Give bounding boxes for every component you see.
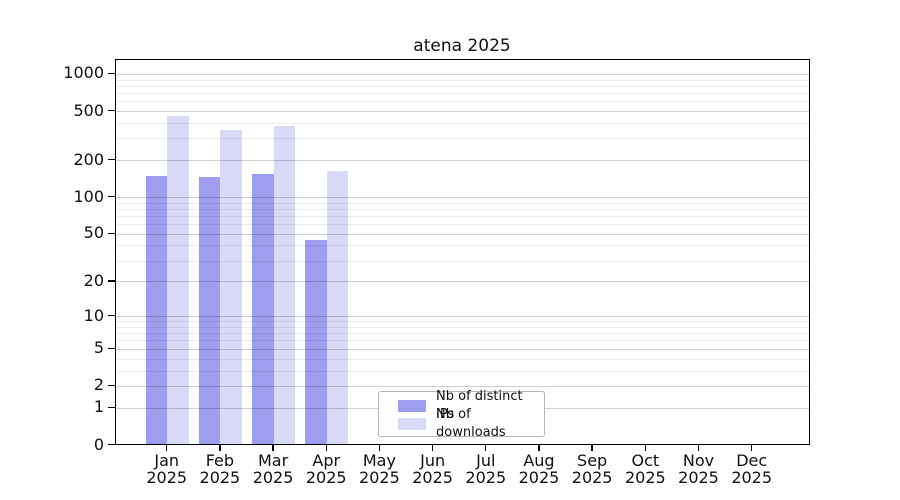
plot-area bbox=[114, 58, 810, 445]
legend-swatch-distinct-ips bbox=[398, 400, 426, 412]
gridline-minor bbox=[115, 79, 809, 81]
gridline-minor bbox=[115, 245, 809, 247]
x-axis-tick bbox=[325, 444, 327, 451]
gridline-minor bbox=[115, 333, 809, 335]
x-tick-label: Mar 2025 bbox=[252, 451, 294, 487]
y-axis-tick bbox=[107, 109, 115, 112]
legend-swatch-downloads bbox=[398, 418, 426, 430]
y-tick-label: 1 bbox=[93, 397, 104, 417]
gridline-minor bbox=[115, 358, 809, 360]
legend-item-downloads: Nb of downloads bbox=[398, 407, 544, 440]
y-axis-tick bbox=[107, 232, 115, 234]
bar-distinct-ips-mar bbox=[252, 173, 274, 444]
y-tick-label: 50 bbox=[83, 223, 104, 243]
legend-label-distinct-ips: Nb of distinct IPs bbox=[436, 389, 523, 422]
gridline-minor bbox=[115, 224, 809, 226]
x-axis-tick bbox=[485, 444, 487, 451]
gridline-major bbox=[115, 281, 809, 283]
y-axis-tick bbox=[107, 72, 115, 75]
bar-downloads-apr bbox=[326, 171, 349, 444]
gridline-minor bbox=[115, 92, 809, 94]
gridline-minor bbox=[115, 340, 809, 342]
gridline-minor bbox=[115, 122, 809, 124]
x-axis-tick bbox=[591, 444, 593, 451]
x-tick-label: Sep 2025 bbox=[571, 451, 613, 487]
x-axis-tick bbox=[166, 444, 168, 451]
legend: Nb of distinct IPs Nb of downloads bbox=[378, 389, 545, 440]
gridline-minor bbox=[115, 208, 809, 210]
bar-distinct-ips-apr bbox=[305, 240, 327, 444]
gridline-major bbox=[115, 73, 809, 75]
x-axis-tick bbox=[219, 444, 221, 451]
y-axis-tick bbox=[107, 443, 115, 446]
y-axis-tick bbox=[107, 280, 115, 282]
x-axis-tick bbox=[272, 444, 274, 451]
bar-downloads-mar bbox=[273, 125, 296, 444]
y-axis-tick bbox=[107, 406, 115, 408]
bar-downloads-jan bbox=[167, 115, 189, 444]
legend-label-downloads: Nb of downloads bbox=[436, 407, 506, 440]
gridline-major bbox=[115, 348, 809, 350]
gridline-minor bbox=[115, 85, 809, 87]
y-tick-label: 10 bbox=[83, 305, 104, 325]
x-tick-label: Feb 2025 bbox=[199, 451, 241, 487]
bar-downloads-feb bbox=[220, 130, 242, 444]
y-axis-tick bbox=[107, 158, 115, 161]
y-tick-label: 2 bbox=[93, 375, 104, 395]
y-tick-label: 200 bbox=[73, 149, 104, 169]
x-axis-tick bbox=[538, 444, 540, 451]
gridline-minor bbox=[115, 215, 809, 217]
bar-distinct-ips-feb bbox=[198, 176, 221, 444]
gridline-major bbox=[115, 160, 809, 162]
x-tick-label: May 2025 bbox=[359, 451, 400, 487]
gridline-minor bbox=[115, 370, 809, 372]
gridline-minor bbox=[115, 260, 809, 262]
x-tick-label: Jul 2025 bbox=[465, 451, 507, 487]
legend-item-distinct-ips: Nb of distinct IPs bbox=[398, 389, 544, 422]
gridline-minor bbox=[115, 101, 809, 103]
gridline-minor bbox=[115, 202, 809, 204]
y-axis-tick bbox=[107, 384, 115, 387]
x-tick-label: Aug 2025 bbox=[518, 451, 560, 487]
x-tick-label: Apr 2025 bbox=[305, 451, 347, 487]
y-tick-label: 5 bbox=[93, 338, 104, 358]
y-tick-label: 1000 bbox=[63, 63, 104, 83]
x-tick-label: Jun 2025 bbox=[412, 451, 453, 487]
gridline-major bbox=[115, 197, 809, 199]
x-axis-tick bbox=[697, 444, 700, 451]
y-tick-label: 100 bbox=[73, 186, 104, 206]
gridline-major bbox=[115, 111, 809, 113]
bar-distinct-ips-jan bbox=[145, 175, 168, 444]
x-tick-label: Jan 2025 bbox=[146, 451, 188, 487]
y-axis-tick bbox=[107, 195, 115, 198]
gridline-minor bbox=[115, 138, 809, 140]
x-tick-label: Oct 2025 bbox=[624, 451, 666, 487]
x-axis-tick bbox=[644, 444, 646, 451]
x-tick-label: Dec 2025 bbox=[731, 451, 773, 487]
gridline-major bbox=[115, 316, 809, 318]
chart-title: atena 2025 bbox=[413, 36, 511, 56]
gridline-minor bbox=[115, 326, 809, 328]
x-axis-tick bbox=[378, 444, 381, 451]
gridline-major bbox=[115, 233, 809, 235]
gridline-minor bbox=[115, 321, 809, 323]
y-tick-label: 0 bbox=[93, 434, 104, 454]
gridline-major bbox=[115, 385, 809, 387]
x-axis-tick bbox=[750, 444, 753, 451]
y-axis-tick bbox=[107, 314, 115, 317]
x-axis-tick bbox=[431, 444, 434, 451]
y-tick-label: 500 bbox=[73, 100, 104, 120]
y-tick-label: 20 bbox=[83, 270, 104, 290]
x-tick-label: Nov 2025 bbox=[678, 451, 719, 487]
y-axis-tick bbox=[107, 347, 115, 349]
